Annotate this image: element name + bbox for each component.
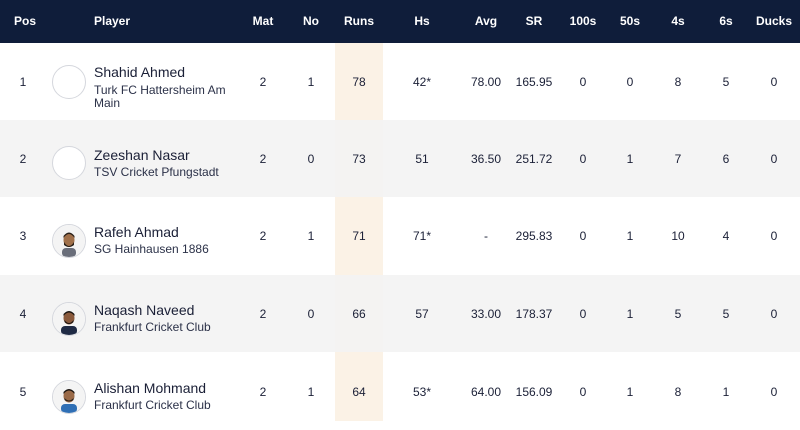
sr-cell: 156.09: [515, 384, 553, 399]
player-name[interactable]: Rafeh Ahmad: [94, 224, 179, 240]
pos-cell: 5: [19, 384, 27, 399]
ducks-cell: 0: [770, 228, 778, 243]
player-name[interactable]: Naqash Naveed: [94, 302, 195, 318]
batting-stats-table: Pos Player Mat No Runs Hs Avg SR 100s 50…: [0, 0, 800, 421]
player-photo-icon: [52, 380, 86, 414]
fours-cell: 8: [674, 384, 682, 399]
runs-cell: 73: [352, 151, 366, 166]
fifties-cell: 0: [626, 74, 634, 89]
header-sixes[interactable]: 6s: [719, 14, 733, 28]
avg-cell: -: [484, 228, 488, 243]
no-cell: 0: [307, 306, 315, 321]
avg-cell: 36.50: [470, 151, 502, 166]
table-header: Pos Player Mat No Runs Hs Avg SR 100s 50…: [0, 0, 800, 43]
header-pos[interactable]: Pos: [14, 14, 37, 28]
placeholder-avatar-icon: [52, 65, 86, 99]
header-no[interactable]: No: [303, 14, 319, 28]
sr-cell: 295.83: [515, 228, 553, 243]
hundreds-cell: 0: [579, 151, 587, 166]
hs-cell: 51: [415, 151, 429, 166]
runs-cell: 78: [352, 74, 366, 89]
runs-cell: 66: [352, 306, 366, 321]
header-fours[interactable]: 4s: [671, 14, 685, 28]
pos-cell: 3: [19, 228, 27, 243]
runs-cell: 64: [352, 384, 366, 399]
table-row[interactable]: 5 Alishan Mohmand Frankfurt Cricket Club…: [0, 353, 800, 430]
runs-cell: 71: [352, 228, 366, 243]
header-sr[interactable]: SR: [525, 14, 543, 28]
ducks-cell: 0: [770, 384, 778, 399]
ducks-cell: 0: [770, 151, 778, 166]
header-hundreds[interactable]: 100s: [569, 14, 597, 28]
hundreds-cell: 0: [579, 306, 587, 321]
player-team: TSV Cricket Pfungstadt: [94, 165, 219, 179]
header-fifties[interactable]: 50s: [619, 14, 641, 28]
sixes-cell: 5: [722, 306, 730, 321]
hs-cell: 57: [415, 306, 429, 321]
sr-cell: 178.37: [515, 306, 553, 321]
header-ducks[interactable]: Ducks: [755, 14, 793, 28]
header-runs[interactable]: Runs: [344, 14, 374, 28]
sixes-cell: 4: [722, 228, 730, 243]
mat-cell: 2: [259, 228, 267, 243]
mat-cell: 2: [259, 151, 267, 166]
fours-cell: 8: [674, 74, 682, 89]
fours-cell: 5: [674, 306, 682, 321]
no-cell: 1: [307, 384, 315, 399]
header-player[interactable]: Player: [94, 14, 131, 28]
sixes-cell: 6: [722, 151, 730, 166]
hundreds-cell: 0: [579, 228, 587, 243]
no-cell: 1: [307, 228, 315, 243]
fours-cell: 7: [674, 151, 682, 166]
player-name[interactable]: Alishan Mohmand: [94, 380, 207, 396]
table-row[interactable]: 1 Shahid Ahmed Turk FC Hattersheim Am Ma…: [0, 43, 800, 120]
ducks-cell: 0: [770, 306, 778, 321]
hundreds-cell: 0: [579, 74, 587, 89]
hs-cell: 53*: [412, 384, 432, 399]
no-cell: 0: [307, 151, 315, 166]
fifties-cell: 1: [626, 384, 634, 399]
runs-column-highlight: [335, 43, 383, 421]
player-team: Frankfurt Cricket Club: [94, 398, 211, 412]
player-name[interactable]: Zeeshan Nasar: [94, 147, 190, 163]
fifties-cell: 1: [626, 228, 634, 243]
fours-cell: 10: [671, 228, 685, 243]
sr-cell: 251.72: [515, 151, 553, 166]
header-avg[interactable]: Avg: [474, 14, 498, 28]
fifties-cell: 1: [626, 306, 634, 321]
avg-cell: 33.00: [470, 306, 502, 321]
player-name[interactable]: Shahid Ahmed: [94, 64, 186, 80]
avg-cell: 64.00: [470, 384, 502, 399]
player-photo-icon: [52, 224, 86, 258]
sr-cell: 165.95: [515, 74, 553, 89]
placeholder-avatar-icon: [52, 146, 86, 180]
hundreds-cell: 0: [579, 384, 587, 399]
sixes-cell: 1: [722, 384, 730, 399]
player-team: Frankfurt Cricket Club: [94, 320, 211, 334]
mat-cell: 2: [259, 384, 267, 399]
pos-cell: 2: [19, 151, 27, 166]
ducks-cell: 0: [770, 74, 778, 89]
hs-cell: 71*: [412, 228, 432, 243]
table-row[interactable]: 3 Rafeh Ahmad SG Hainhausen 1886 2 1 71 …: [0, 197, 800, 274]
fifties-cell: 1: [626, 151, 634, 166]
player-photo-icon: [52, 302, 86, 336]
table-row[interactable]: 4 Naqash Naveed Frankfurt Cricket Club 2…: [0, 275, 800, 352]
table-row[interactable]: 2 Zeeshan Nasar TSV Cricket Pfungstadt 2…: [0, 120, 800, 197]
no-cell: 1: [307, 74, 315, 89]
header-hs[interactable]: Hs: [414, 14, 430, 28]
player-team: Turk FC Hattersheim Am Main: [94, 83, 226, 110]
pos-cell: 4: [19, 306, 27, 321]
pos-cell: 1: [19, 74, 27, 89]
mat-cell: 2: [259, 306, 267, 321]
hs-cell: 42*: [412, 74, 432, 89]
player-team: SG Hainhausen 1886: [94, 242, 209, 256]
avg-cell: 78.00: [470, 74, 502, 89]
mat-cell: 2: [259, 74, 267, 89]
header-mat[interactable]: Mat: [252, 14, 274, 28]
sixes-cell: 5: [722, 74, 730, 89]
